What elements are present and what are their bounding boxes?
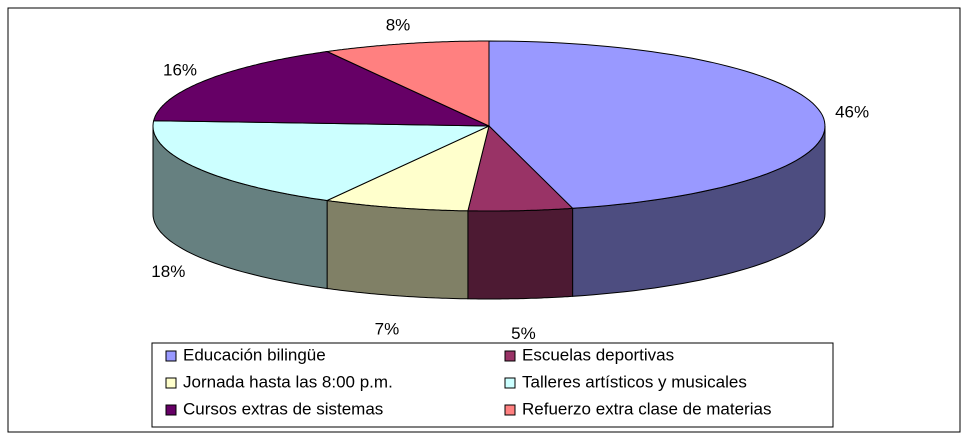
data-label: 5% <box>511 324 536 343</box>
legend-label: Educación bilingüe <box>183 345 326 364</box>
data-label: 18% <box>151 262 185 281</box>
legend-swatch <box>504 350 516 362</box>
legend-label: Cursos extras de sistemas <box>183 399 383 418</box>
legend-swatch <box>504 377 516 389</box>
legend-swatch <box>165 377 177 389</box>
data-label: 7% <box>375 320 400 339</box>
data-label: 46% <box>835 103 869 122</box>
legend-swatch <box>165 404 177 416</box>
legend-label: Talleres artísticos y musicales <box>522 372 747 391</box>
slice <box>152 120 490 202</box>
legend-swatch <box>504 404 516 416</box>
slice <box>488 40 826 209</box>
data-label: 8% <box>386 16 411 35</box>
slice <box>153 50 490 127</box>
data-label: 16% <box>163 60 197 79</box>
legend-label: Jornada hasta las 8:00 p.m. <box>183 372 393 391</box>
slice-side <box>326 199 469 300</box>
slice-side <box>467 207 574 300</box>
legend-swatch <box>165 350 177 362</box>
legend-box <box>151 342 834 428</box>
slice <box>325 40 490 127</box>
legend-label: Refuerzo extra clase de materias <box>522 399 771 418</box>
legend-label: Escuelas deportivas <box>522 345 674 364</box>
slice <box>467 125 574 212</box>
slice <box>325 125 490 212</box>
